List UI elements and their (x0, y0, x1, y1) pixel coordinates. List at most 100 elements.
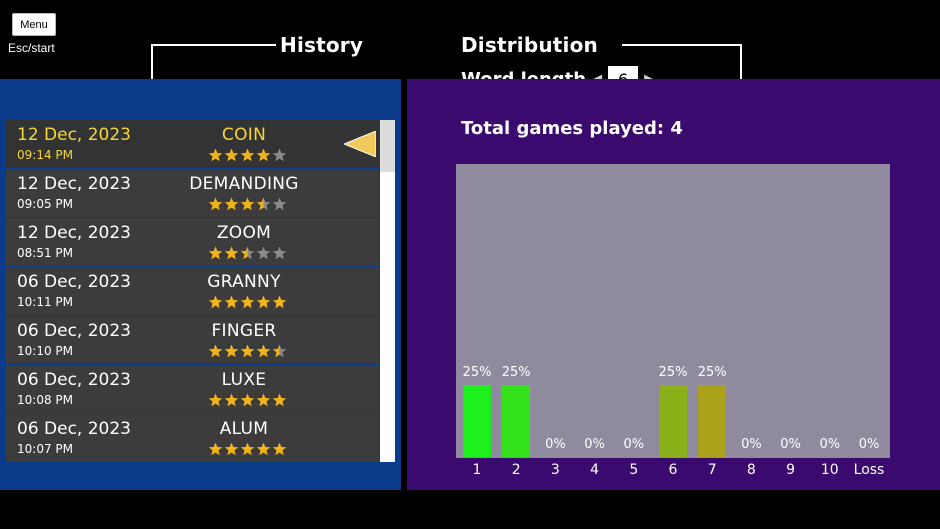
star-icon (208, 295, 223, 309)
distribution-heading: Distribution (461, 33, 598, 57)
star-icon (272, 295, 287, 309)
star-icon (272, 148, 287, 162)
star-icon (256, 197, 271, 211)
row-date: 06 Dec, 2023 (17, 272, 132, 292)
history-list: 12 Dec, 2023 09:14 PM COIN 12 Dec, 2023 09:0… (6, 120, 379, 462)
bar-value-label: 0% (819, 437, 841, 452)
menu-button[interactable]: Menu (12, 13, 56, 36)
star-icon (208, 442, 223, 456)
star-icon (256, 393, 271, 407)
chart-bar (659, 385, 687, 457)
chart-bar (463, 385, 491, 457)
row-time: 09:14 PM (17, 148, 73, 162)
selection-pointer-icon (344, 131, 376, 157)
bar-category-label: Loss (853, 462, 885, 478)
star-icon (240, 197, 255, 211)
total-games-played: Total games played: 4 (461, 118, 683, 139)
row-word: DEMANDING (189, 174, 299, 194)
row-time: 10:07 PM (17, 442, 73, 456)
history-row[interactable]: 12 Dec, 2023 08:51 PM ZOOM (6, 218, 379, 266)
bar-category-label: 10 (820, 462, 839, 478)
history-row[interactable]: 06 Dec, 2023 10:07 PM ALUM (6, 414, 379, 462)
rating-stars (208, 442, 287, 456)
row-word: ALUM (219, 419, 269, 439)
bar-category-label: 9 (786, 462, 796, 478)
star-icon (224, 393, 239, 407)
star-icon (240, 148, 255, 162)
row-time: 10:10 PM (17, 344, 73, 358)
row-date: 06 Dec, 2023 (17, 321, 132, 341)
star-icon (208, 393, 223, 407)
star-icon (272, 442, 287, 456)
bar-value-label: 25% (462, 365, 492, 380)
bar-value-label: 25% (501, 365, 531, 380)
bar-category-label: 4 (590, 462, 600, 478)
bar-value-label: 25% (658, 365, 688, 380)
star-icon (256, 148, 271, 162)
star-icon (224, 295, 239, 309)
rating-stars (208, 197, 287, 211)
star-icon (208, 148, 223, 162)
rating-stars (208, 393, 287, 407)
bar-value-label: 0% (858, 437, 880, 452)
star-icon (240, 442, 255, 456)
star-icon (256, 295, 271, 309)
bar-value-label: 0% (584, 437, 605, 452)
row-date: 06 Dec, 2023 (17, 419, 132, 439)
star-icon (208, 246, 223, 260)
rating-stars (208, 148, 287, 162)
scrollbar-thumb[interactable] (380, 120, 395, 172)
distribution-bracket-right (622, 44, 742, 92)
row-date: 12 Dec, 2023 (17, 223, 132, 243)
history-row[interactable]: 06 Dec, 2023 10:08 PM LUXE (6, 365, 379, 413)
row-word: FINGER (211, 321, 277, 341)
bar-category-label: 3 (550, 462, 560, 478)
chart-bar (698, 385, 727, 457)
row-date: 06 Dec, 2023 (17, 370, 132, 390)
star-icon (224, 344, 239, 358)
history-scrollbar[interactable] (380, 120, 395, 462)
bar-category-label: 5 (629, 462, 639, 478)
star-icon (208, 344, 223, 358)
star-icon (272, 393, 287, 407)
rating-stars (208, 295, 287, 309)
rating-stars (208, 246, 287, 260)
bar-category-label: 2 (511, 462, 521, 478)
rating-stars (208, 344, 287, 358)
star-icon (272, 344, 287, 358)
bar-category-label: 8 (746, 462, 756, 478)
row-word: GRANNY (207, 272, 281, 292)
row-time: 08:51 PM (17, 246, 73, 260)
row-word: COIN (221, 125, 267, 145)
star-icon (272, 197, 287, 211)
row-word: LUXE (221, 370, 267, 390)
row-time: 10:11 PM (17, 295, 73, 309)
row-date: 12 Dec, 2023 (17, 174, 132, 194)
menu-hint: Esc/start (8, 41, 55, 55)
bar-category-label: 6 (668, 462, 678, 478)
history-row[interactable]: 12 Dec, 2023 09:05 PM DEMANDING (6, 169, 379, 217)
star-icon (256, 344, 271, 358)
star-icon (272, 246, 287, 260)
star-icon (240, 344, 255, 358)
star-icon (224, 246, 239, 260)
history-row[interactable]: 06 Dec, 2023 10:10 PM FINGER (6, 316, 379, 364)
star-icon (224, 197, 239, 211)
star-icon (256, 246, 271, 260)
row-word: ZOOM (216, 223, 272, 243)
row-time: 09:05 PM (17, 197, 73, 211)
star-icon (224, 442, 239, 456)
bar-value-label: 0% (623, 437, 645, 452)
row-date: 12 Dec, 2023 (17, 125, 132, 145)
star-icon (240, 393, 255, 407)
star-icon (208, 197, 223, 211)
star-icon (224, 148, 239, 162)
bar-value-label: 0% (545, 437, 566, 452)
star-icon (256, 442, 271, 456)
bar-value-label: 25% (697, 365, 727, 380)
row-time: 10:08 PM (17, 393, 73, 407)
history-row[interactable]: 12 Dec, 2023 09:14 PM COIN (6, 120, 379, 168)
history-row[interactable]: 06 Dec, 2023 10:11 PM GRANNY (6, 267, 379, 315)
history-bracket-left (151, 44, 276, 92)
bar-value-label: 0% (780, 437, 801, 452)
